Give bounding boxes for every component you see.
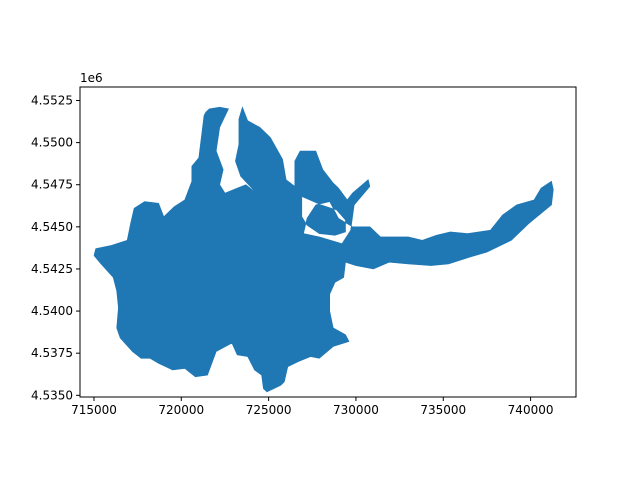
axes-frame	[79, 86, 577, 398]
x-tick-label: 720000	[158, 403, 204, 417]
x-tick-label: 735000	[420, 403, 466, 417]
y-tick-label: 4.5450	[31, 220, 73, 234]
y-tick-label: 4.5425	[31, 262, 73, 276]
y-tick-label: 4.5500	[31, 136, 73, 150]
plot-area	[93, 106, 554, 393]
x-axis: 715000 720000 725000 730000 735000 740000	[71, 397, 553, 417]
region-polygon	[93, 106, 554, 393]
y-tick-label: 4.5375	[31, 346, 73, 360]
x-tick-label: 725000	[246, 403, 292, 417]
y-tick-label: 4.5400	[31, 304, 73, 318]
x-tick-label: 730000	[333, 403, 379, 417]
y-tick-label: 4.5350	[31, 388, 73, 402]
y-tick-label: 4.5525	[31, 93, 73, 107]
x-tick-label: 740000	[508, 403, 554, 417]
x-tick-label: 715000	[71, 403, 117, 417]
y-offset-label: 1e6	[80, 71, 103, 85]
y-tick-label: 4.5475	[31, 178, 73, 192]
y-axis: 4.5350 4.5375 4.5400 4.5425 4.5450 4.5475 4.55…	[31, 93, 80, 402]
